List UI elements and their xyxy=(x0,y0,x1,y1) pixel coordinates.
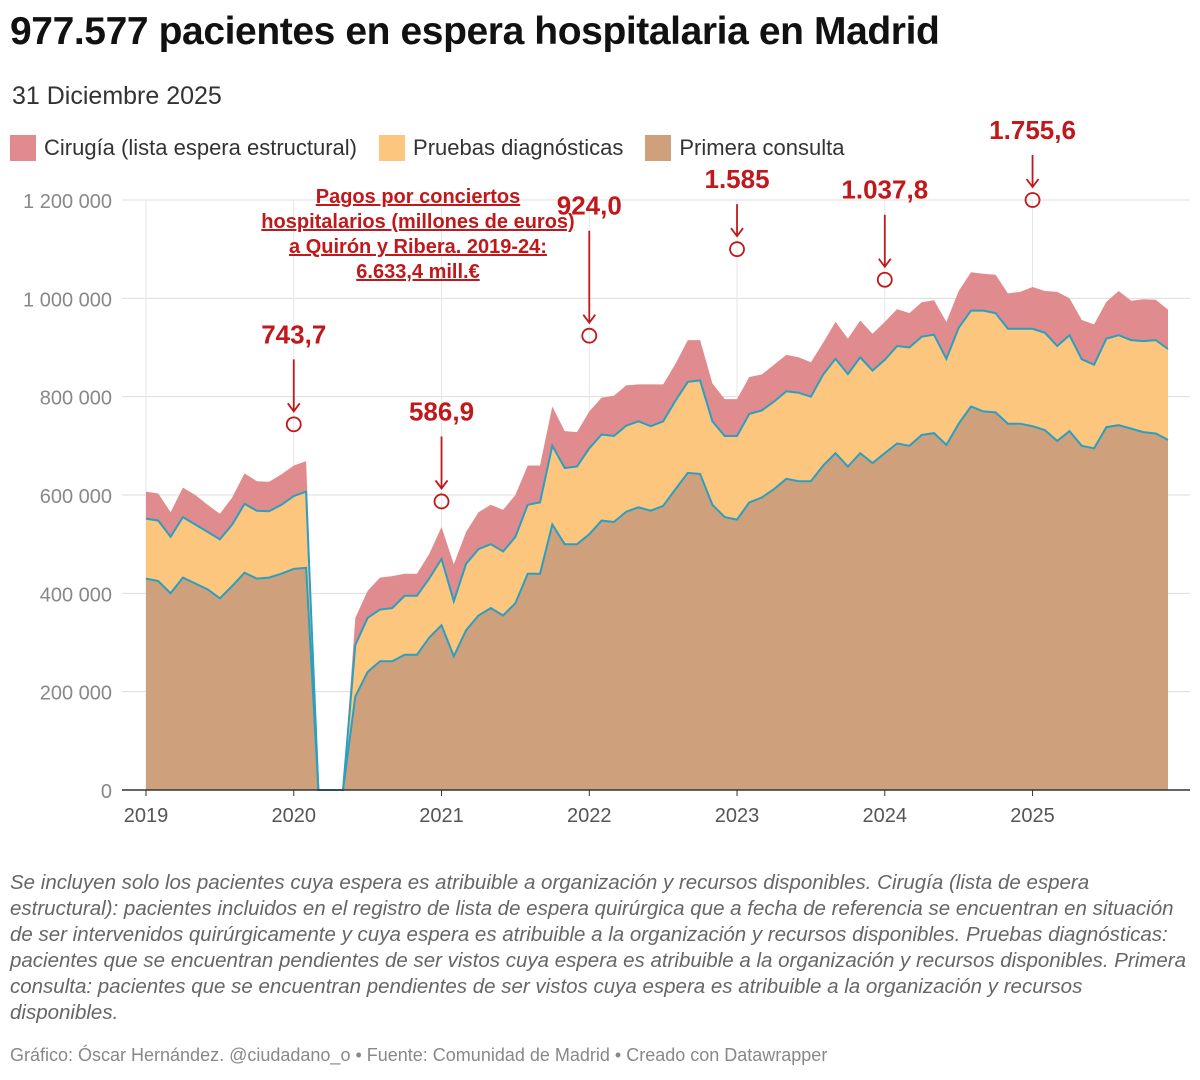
chart-subtitle: 31 Diciembre 2025 xyxy=(12,82,222,110)
y-tick-label: 1 200 000 xyxy=(23,191,112,213)
y-tick-label: 0 xyxy=(101,781,112,803)
legend-swatch-pruebas xyxy=(379,135,406,161)
y-tick-label: 800 000 xyxy=(40,388,112,410)
annotation-label: 1.037,8 xyxy=(841,175,928,205)
annotation-marker xyxy=(876,271,893,288)
x-tick-label: 2019 xyxy=(124,805,169,827)
annotation-note-line: 6.633,4 mill.€ xyxy=(356,261,479,283)
annotation-marker xyxy=(285,416,302,433)
annotation-label: 743,7 xyxy=(261,319,326,349)
area-pruebas-diagnosticas xyxy=(146,310,1168,790)
chart-title: 977.577 pacientes en espera hospitalaria… xyxy=(10,10,940,53)
legend-label-cirugia: Cirugía (lista espera estructural) xyxy=(44,135,358,160)
chart-notes: Se incluyen solo los pacientes cuya espe… xyxy=(10,871,1187,1024)
annotation-label: 586,9 xyxy=(409,396,474,426)
annotation-arrowhead xyxy=(582,314,596,325)
chart-legend: Cirugía (lista espera estructural) Prueb… xyxy=(10,135,844,161)
y-tick-label: 200 000 xyxy=(40,683,112,705)
annotation-note-line: hospitalarios (millones de euros) xyxy=(261,211,574,233)
y-tick-label: 1 000 000 xyxy=(23,289,112,311)
annotation-label: 1.585 xyxy=(704,164,769,194)
x-tick-label: 2023 xyxy=(715,805,760,827)
annotation-marker xyxy=(729,241,745,258)
legend-item-pruebas: Pruebas diagnósticas xyxy=(379,135,623,161)
line-pruebas-top xyxy=(145,309,1169,791)
annotation-label: 924,0 xyxy=(557,191,622,221)
annotation-note-line: Pagos por conciertos xyxy=(316,186,521,208)
annotation-arrowhead xyxy=(434,479,449,490)
stacked-area-chart: 0 200 000 400 000 600 000 800 000 1 000 000 1 … xyxy=(23,115,1190,827)
annotation-marker xyxy=(581,327,598,344)
legend-item-cirugia: Cirugía (lista espera estructural) xyxy=(10,135,357,161)
line-primera-consulta-top xyxy=(145,405,1169,791)
x-tick-label: 2020 xyxy=(272,805,317,827)
annotation-arrowhead xyxy=(287,402,301,413)
annotation-marker xyxy=(1024,192,1041,208)
x-tick-label: 2021 xyxy=(419,805,464,827)
annotation-note-line: a Quirón y Ribera. 2019-24: xyxy=(289,236,547,258)
x-tick-label: 2025 xyxy=(1010,805,1055,827)
x-tick-label: 2022 xyxy=(567,805,612,827)
annotation-marker xyxy=(433,493,450,510)
y-tick-label: 600 000 xyxy=(40,486,112,508)
area-primera-consulta xyxy=(146,406,1168,790)
area-cirugia xyxy=(146,272,1168,790)
annotation-arrowhead xyxy=(730,227,744,238)
annotation-label: 1.755,6 xyxy=(989,115,1076,145)
legend-item-consulta: Primera consulta xyxy=(645,135,844,161)
chart-footer: Gráfico: Óscar Hernández. @ciudadano_o •… xyxy=(10,1045,828,1065)
y-tick-label: 400 000 xyxy=(40,584,112,606)
x-tick-label: 2024 xyxy=(863,805,908,827)
annotation-arrowhead xyxy=(1025,178,1040,189)
legend-swatch-consulta xyxy=(645,135,672,161)
legend-label-pruebas: Pruebas diagnósticas xyxy=(413,135,624,160)
annotation-arrowhead xyxy=(878,258,892,269)
legend-swatch-cirugia xyxy=(10,135,36,161)
legend-label-consulta: Primera consulta xyxy=(679,135,845,160)
